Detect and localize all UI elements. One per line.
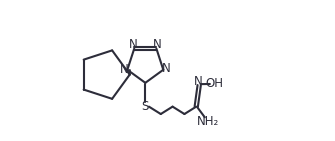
- Text: NH₂: NH₂: [197, 115, 219, 128]
- Text: N: N: [120, 63, 129, 76]
- Text: OH: OH: [205, 77, 223, 91]
- Text: N: N: [153, 38, 161, 51]
- Text: N: N: [162, 62, 171, 75]
- Text: S: S: [142, 100, 149, 113]
- Text: N: N: [129, 38, 138, 51]
- Text: N: N: [194, 75, 203, 88]
